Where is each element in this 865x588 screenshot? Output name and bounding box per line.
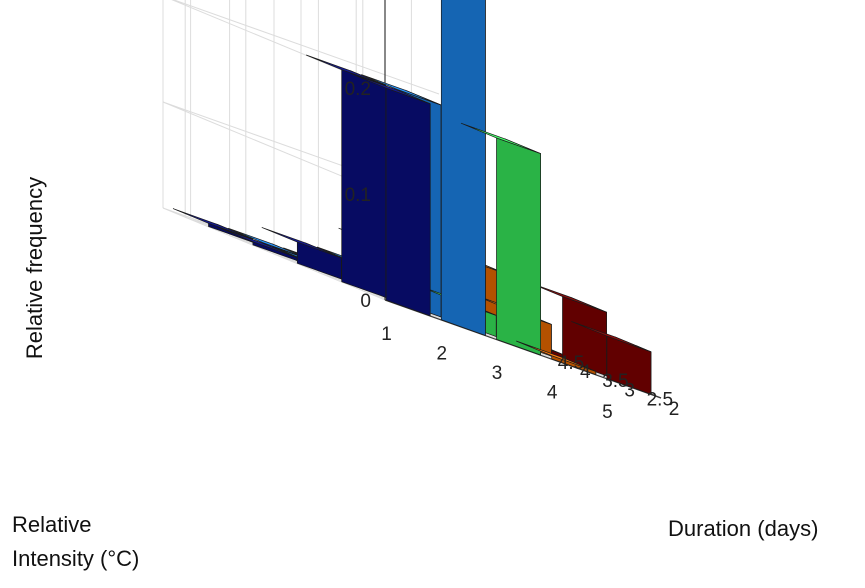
bars (172, 0, 652, 395)
intensity-tick-label: 5 (602, 402, 613, 423)
bar-2-2 (440, 0, 486, 336)
bar-3-2 (460, 122, 541, 356)
bar-face-side (440, 0, 486, 336)
z-tick-label: 0.2 (345, 79, 371, 100)
z-tick-label: 0 (360, 291, 371, 312)
bar-1-5 (217, 226, 298, 262)
z-axis-title: Relative frequency (22, 177, 47, 359)
bar-face-top (306, 54, 386, 86)
duration-tick-label: 2 (669, 399, 680, 420)
bar-5-2 (571, 321, 652, 395)
duration-tick-label: 4 (580, 362, 591, 383)
bar-face-side (341, 69, 387, 298)
bar-face-top (361, 74, 442, 106)
bar-face-top (460, 122, 541, 154)
duration-axis-title: Duration (days) (668, 516, 818, 541)
bar-1-4 (261, 227, 342, 280)
bar-face-top (571, 321, 652, 353)
bar-face-top (217, 226, 298, 258)
bar-face-side (385, 87, 431, 317)
intensity-tick-label: 3 (492, 363, 503, 384)
z-tick-label: 0.1 (345, 185, 371, 206)
duration-tick-label: 4.5 (558, 353, 584, 374)
bar-face-top (261, 227, 342, 259)
duration-tick-label: 3.5 (602, 371, 628, 392)
bar-1-2 (350, 73, 431, 317)
intensity-axis-title: Relative (12, 512, 91, 537)
bar-face-top (228, 227, 308, 259)
bar-4-2 (516, 340, 597, 376)
intensity-tick-label: 2 (437, 343, 448, 364)
bar-face-top (350, 73, 431, 105)
intensity-tick-label: 4 (547, 383, 558, 404)
duration-tick-label: 3 (624, 380, 635, 401)
duration-tick-label: 2.5 (647, 390, 673, 411)
bar-face-top (172, 208, 253, 240)
bar-face-side (496, 137, 541, 356)
bar-1-6 (172, 208, 253, 243)
intensity-tick-label: 1 (381, 324, 392, 345)
intensity-axis-title: Intensity (°C) (12, 546, 139, 571)
bar-face-top (516, 340, 596, 372)
